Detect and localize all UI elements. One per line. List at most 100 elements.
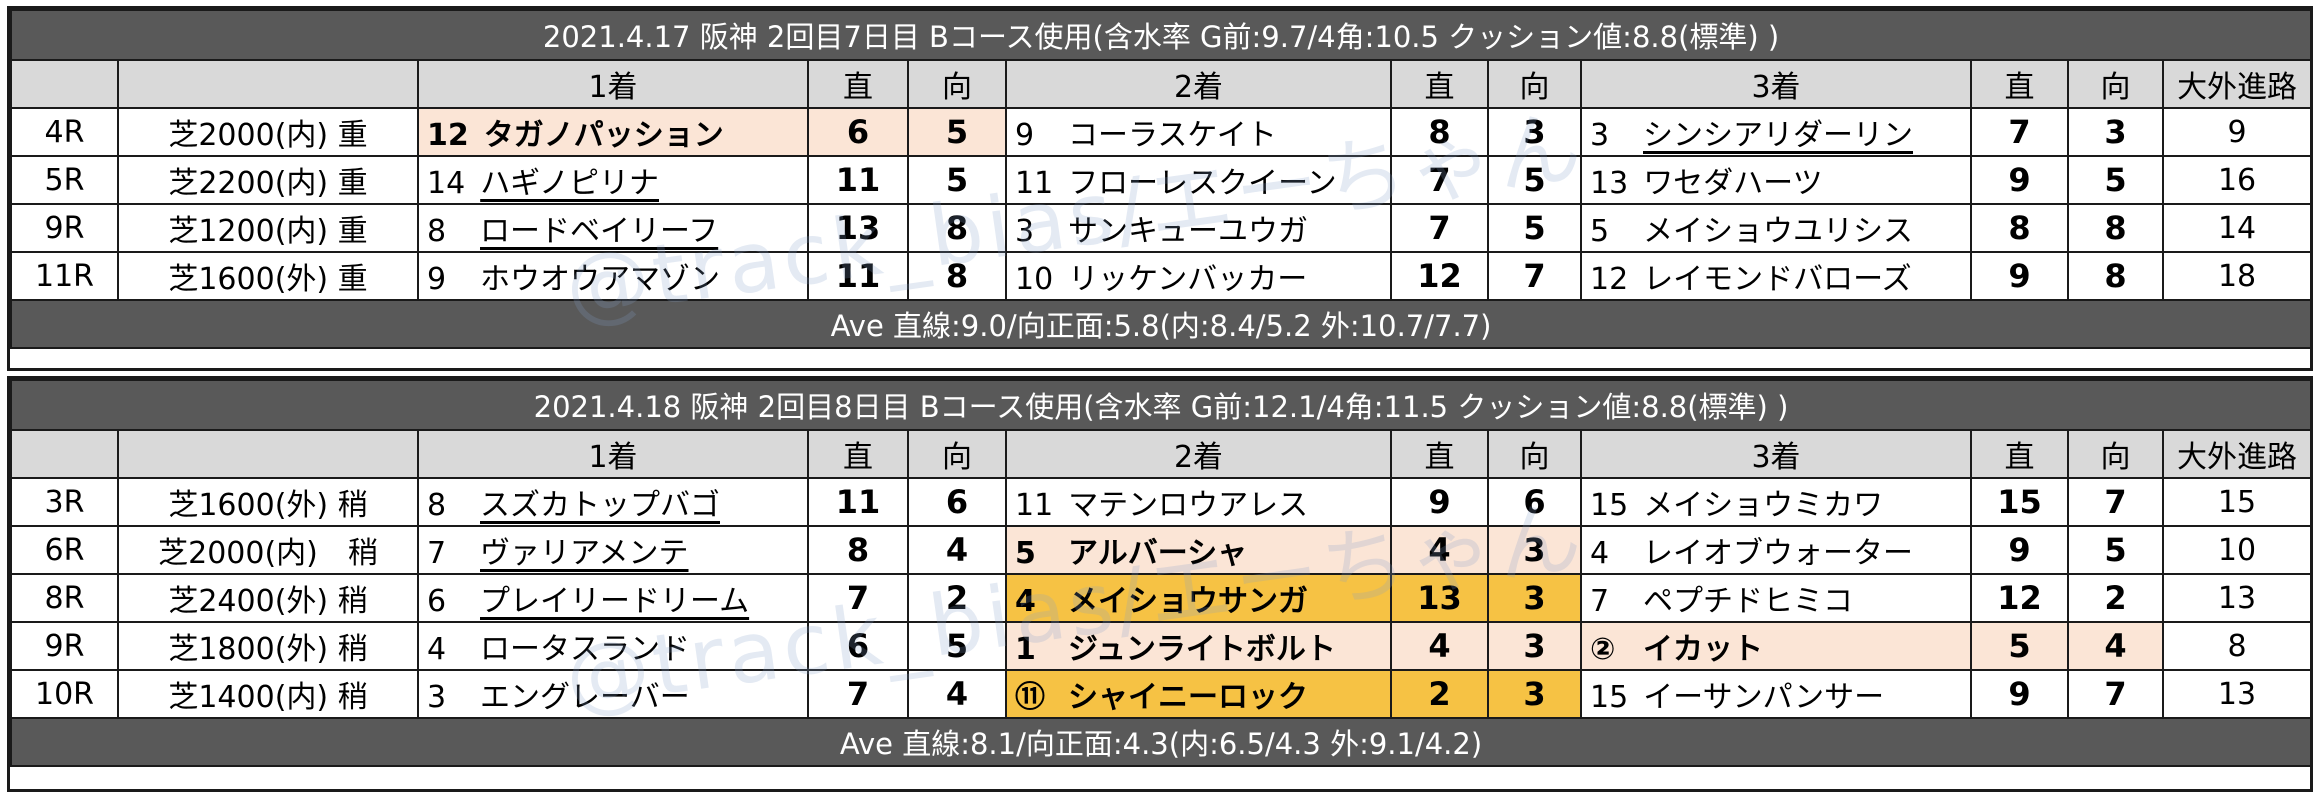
finisher-2: 3 サンキューユウガ <box>1005 203 1392 253</box>
horse-number: 3 <box>1015 214 1035 249</box>
average-summary: Ave 直線:8.1/向正面:4.3(内:6.5/4.3 外:9.1/4.2) <box>9 717 2313 767</box>
stretch-position: 9 <box>1390 477 1489 527</box>
race-row: 5R 芝2200(内) 重 14 ハギノピリナ 11 5 11 フローレスクイーン 7 5 13… <box>10 155 2313 205</box>
finisher-1: 14 ハギノピリナ <box>417 155 809 205</box>
race-number: 10R <box>10 669 119 719</box>
column-header: 1着 <box>417 429 809 479</box>
course-condition: 芝1800(外) 稍 <box>117 621 419 671</box>
horse-name: エングレーバー <box>480 680 690 715</box>
outer-path: 9 <box>2161 107 2313 157</box>
finisher-1: 9 ホウオウアマゾン <box>417 251 809 301</box>
finisher-1: 6 プレイリードリーム <box>417 573 809 623</box>
column-header: 直 <box>1390 429 1489 479</box>
finisher-2: 9 コーラスケイト <box>1005 107 1392 157</box>
finisher-2: ⑪ シャイニーロック <box>1005 669 1392 719</box>
horse-name: レイモンドバローズ <box>1643 262 1912 297</box>
horse-number: 8 <box>427 488 447 523</box>
finisher-3: 15 メイショウミカワ <box>1580 477 1972 527</box>
race-number: 9R <box>10 621 119 671</box>
outer-path: 13 <box>2161 573 2313 623</box>
stretch-position: 8 <box>807 525 909 575</box>
horse-number: 9 <box>427 262 447 297</box>
stretch-position: 8 <box>1390 107 1489 157</box>
backstretch-position: 7 <box>2067 477 2164 527</box>
horse-number: 3 <box>427 680 447 715</box>
race-number: 4R <box>10 107 119 157</box>
column-header: 向 <box>2067 59 2164 109</box>
stretch-position: 6 <box>807 621 909 671</box>
column-header: 向 <box>907 59 1007 109</box>
finisher-3: 7 ペプチドヒミコ <box>1580 573 1972 623</box>
horse-number: 5 <box>1590 214 1610 249</box>
horse-name: メイショウサンガ <box>1068 584 1308 619</box>
horse-number: 12 <box>1590 262 1629 297</box>
finisher-3: 13 ワセダハーツ <box>1580 155 1972 205</box>
horse-name: ワセダハーツ <box>1643 166 1823 201</box>
outer-path: 16 <box>2161 155 2313 205</box>
course-condition: 芝1400(内) 稍 <box>117 669 419 719</box>
horse-name: アルバーシャ <box>1068 536 1248 571</box>
horse-number: 11 <box>1015 166 1054 201</box>
finisher-2: 5 アルバーシャ <box>1005 525 1392 575</box>
stretch-position: 11 <box>807 155 909 205</box>
date-banner: 2021.4.18 阪神 2回目8日目 Bコース使用(含水率 G前:12.1/4… <box>9 379 2313 431</box>
stretch-position: 9 <box>1970 525 2069 575</box>
race-number: 8R <box>10 573 119 623</box>
backstretch-position: 2 <box>907 573 1007 623</box>
stretch-position: 13 <box>807 203 909 253</box>
column-header: 2着 <box>1005 59 1392 109</box>
horse-number: 8 <box>427 214 447 249</box>
backstretch-position: 6 <box>907 477 1007 527</box>
horse-name: ハギノピリナ <box>480 166 659 201</box>
horse-number: 14 <box>427 166 466 201</box>
backstretch-position: 8 <box>907 251 1007 301</box>
horse-number: 7 <box>1590 584 1610 619</box>
stretch-position: 8 <box>1970 203 2069 253</box>
outer-path: 15 <box>2161 477 2313 527</box>
course-condition: 芝2400(外) 稍 <box>117 573 419 623</box>
race-number: 5R <box>10 155 119 205</box>
column-header: 2着 <box>1005 429 1392 479</box>
backstretch-position: 6 <box>1487 477 1582 527</box>
stretch-position: 15 <box>1970 477 2069 527</box>
backstretch-position: 3 <box>1487 107 1582 157</box>
column-header-row: 1着直向 2着直向 3着直向大外進路 <box>10 429 2313 479</box>
horse-name: ホウオウアマゾン <box>480 262 720 297</box>
column-header <box>10 429 119 479</box>
finisher-3: ② イカット <box>1580 621 1972 671</box>
horse-number: 1 <box>1015 632 1036 667</box>
stretch-position: 4 <box>1390 525 1489 575</box>
horse-number: 13 <box>1590 166 1629 201</box>
backstretch-position: 5 <box>907 621 1007 671</box>
race-row: 4R 芝2000(内) 重 12 タガノパッション 6 5 9 コーラスケイト 8 3 3 シン… <box>10 107 2313 157</box>
backstretch-position: 5 <box>907 107 1007 157</box>
column-header: 向 <box>1487 429 1582 479</box>
average-row: Ave 直線:8.1/向正面:4.3(内:6.5/4.3 外:9.1/4.2) <box>9 717 2313 767</box>
finisher-2: 11 フローレスクイーン <box>1005 155 1392 205</box>
race-number: 9R <box>10 203 119 253</box>
day-table-1: 2021.4.17 阪神 2回目7日目 Bコース使用(含水率 G前:9.7/4角… <box>7 6 2313 371</box>
column-header: 向 <box>907 429 1007 479</box>
column-header: 直 <box>1390 59 1489 109</box>
outer-path: 13 <box>2161 669 2313 719</box>
race-number: 11R <box>10 251 119 301</box>
horse-number: 5 <box>1015 536 1036 571</box>
horse-name: ロータスランド <box>480 632 690 667</box>
backstretch-position: 4 <box>2067 621 2164 671</box>
backstretch-position: 5 <box>2067 525 2164 575</box>
course-condition: 芝1200(内) 重 <box>117 203 419 253</box>
finisher-2: 11 マテンロウアレス <box>1005 477 1392 527</box>
stretch-position: 12 <box>1970 573 2069 623</box>
stretch-position: 5 <box>1970 621 2069 671</box>
race-number: 6R <box>10 525 119 575</box>
date-banner-row: 2021.4.17 阪神 2回目7日目 Bコース使用(含水率 G前:9.7/4角… <box>9 9 2313 61</box>
finisher-3: 15 イーサンパンサー <box>1580 669 1972 719</box>
horse-name: ロードベイリーフ <box>480 214 719 249</box>
horse-name: イカット <box>1643 632 1763 667</box>
finisher-1: 8 スズカトップバゴ <box>417 477 809 527</box>
course-condition: 芝2000(内) 重 <box>117 107 419 157</box>
finisher-3: 5 メイショウユリシス <box>1580 203 1972 253</box>
